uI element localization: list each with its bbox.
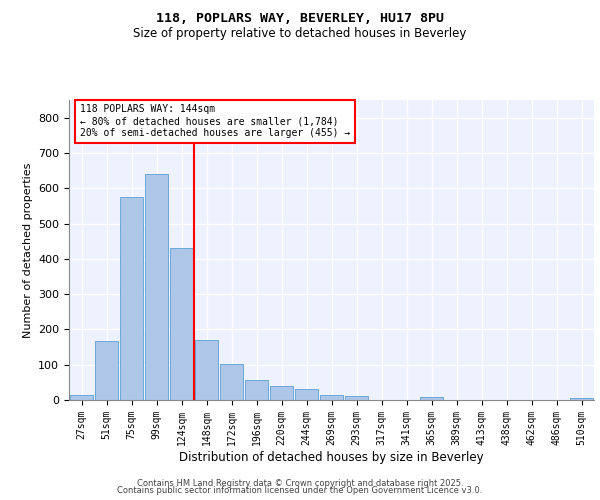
Text: 118, POPLARS WAY, BEVERLEY, HU17 8PU: 118, POPLARS WAY, BEVERLEY, HU17 8PU — [156, 12, 444, 26]
Bar — [344, 396, 368, 400]
Bar — [70, 394, 94, 400]
Bar — [145, 174, 169, 400]
Text: Size of property relative to detached houses in Beverley: Size of property relative to detached ho… — [133, 28, 467, 40]
Bar — [419, 397, 443, 400]
Bar — [220, 364, 244, 400]
Y-axis label: Number of detached properties: Number of detached properties — [23, 162, 32, 338]
Bar — [245, 380, 268, 400]
Text: Contains HM Land Registry data © Crown copyright and database right 2025.: Contains HM Land Registry data © Crown c… — [137, 478, 463, 488]
Text: Contains public sector information licensed under the Open Government Licence v3: Contains public sector information licen… — [118, 486, 482, 495]
Bar — [119, 197, 143, 400]
Bar — [95, 340, 118, 400]
Bar — [320, 396, 343, 400]
Bar — [170, 248, 193, 400]
Bar — [569, 398, 593, 400]
Bar — [295, 390, 319, 400]
Bar — [194, 340, 218, 400]
Bar — [269, 386, 293, 400]
Text: 118 POPLARS WAY: 144sqm
← 80% of detached houses are smaller (1,784)
20% of semi: 118 POPLARS WAY: 144sqm ← 80% of detache… — [79, 104, 350, 138]
X-axis label: Distribution of detached houses by size in Beverley: Distribution of detached houses by size … — [179, 450, 484, 464]
